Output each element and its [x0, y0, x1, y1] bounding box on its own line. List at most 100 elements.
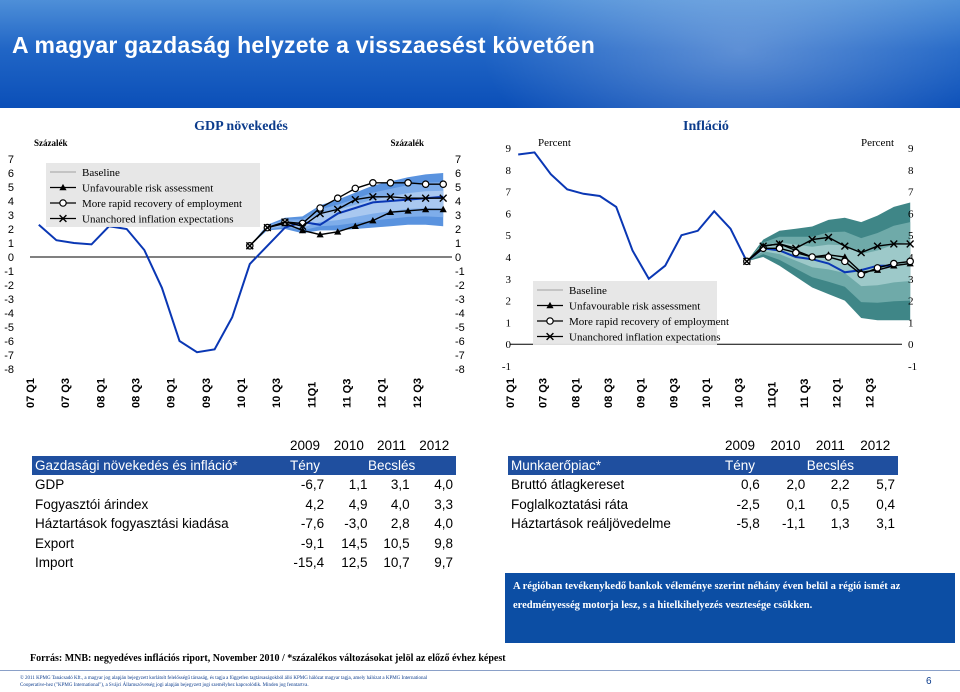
cross-marker	[906, 240, 915, 248]
y-tick-label: 5	[506, 230, 512, 242]
cell: -6,7	[300, 477, 325, 493]
cell: 0,4	[876, 496, 895, 512]
legend-box	[533, 281, 717, 345]
row-label: GDP	[35, 477, 65, 493]
triangle-marker	[59, 183, 67, 191]
table-header-row: Munkaerőpiac* Tény Becslés	[508, 455, 898, 475]
y-unit-left: Percent	[538, 137, 571, 149]
y-tick-label: 5	[908, 230, 914, 242]
circle-marker	[857, 270, 865, 279]
y-tick-label: 3	[455, 210, 461, 222]
y-tick-label: 0	[506, 339, 512, 351]
y-tick-label: 6	[908, 208, 914, 220]
cross-marker	[368, 192, 377, 201]
chart-legend: Baseline Unfavourable risk assessment More…	[46, 163, 260, 227]
legend-label: More rapid recovery of employment	[82, 198, 242, 210]
y-tick-label: -3	[4, 294, 14, 306]
y-tick-label: 8	[908, 165, 914, 177]
y-tick-label: 7	[8, 154, 14, 166]
legend-label: Unanchored inflation expectations	[569, 332, 721, 344]
cell: -2,5	[736, 496, 760, 512]
year-cell: 2011	[815, 438, 845, 454]
cross-marker	[546, 332, 554, 341]
row-label: Import	[35, 555, 74, 571]
cross-marker	[263, 223, 272, 232]
cross-marker	[857, 248, 866, 257]
x-tick-label: 11 Q3	[342, 379, 354, 408]
y-tick-label: -1	[455, 266, 465, 278]
actual-label: Tény	[717, 455, 763, 475]
x-tick-label: 12 Q1	[832, 378, 844, 408]
table-row: Bruttó átlagkereset 0,6 2,0 2,2 5,7	[508, 475, 898, 495]
triangle-marker	[316, 231, 324, 238]
y-tick-label: 6	[455, 168, 461, 180]
y-tick-label: -2	[4, 280, 14, 292]
cell: 4,0	[434, 477, 453, 493]
circle-marker	[841, 257, 849, 266]
y-tick-label: 1	[455, 238, 461, 250]
cross-marker	[298, 222, 307, 231]
x-tick-label: 12 Q1	[377, 378, 389, 408]
cell: 0,5	[830, 496, 850, 512]
x-tick-label: 08 Q1	[95, 378, 107, 408]
y-tick-label: 2	[908, 296, 914, 308]
chart-legend: Baseline Unfavourable risk assessment More…	[533, 281, 729, 345]
y-tick-label: -4	[455, 308, 465, 320]
callout-line-2: eredményesség motorja lesz, s a hitelkih…	[513, 600, 813, 611]
legend-label: More rapid recovery of employment	[569, 316, 729, 328]
triangle-marker	[298, 226, 307, 234]
cross-marker	[742, 257, 751, 266]
circle-marker	[792, 248, 800, 257]
y-tick-label: -5	[4, 322, 14, 334]
cell: 12,5	[341, 555, 368, 571]
cross-marker	[775, 240, 784, 248]
y-tick-label: -3	[455, 294, 465, 306]
y-tick-label: 1	[8, 238, 14, 250]
cell: 9,7	[434, 555, 453, 571]
circle-marker	[316, 204, 324, 212]
cross-marker	[439, 194, 448, 203]
cell: 2,8	[390, 516, 410, 532]
y-tick-label: 8	[506, 165, 512, 177]
y-tick-label: 4	[506, 252, 512, 264]
triangle-marker	[351, 222, 359, 229]
y-tick-label: -7	[4, 350, 14, 362]
cell: 5,7	[876, 477, 895, 493]
cross-marker	[808, 235, 817, 244]
cell: 1,1	[348, 477, 368, 493]
row-label: Bruttó átlagkereset	[511, 477, 625, 493]
cell: -15,4	[293, 555, 325, 571]
circle-marker	[890, 259, 898, 268]
copyright-line-2: Cooperative-hez ("KPMG International"), …	[20, 683, 309, 688]
circle-marker	[421, 180, 430, 189]
x-tick-label: 10 Q3	[734, 378, 746, 408]
cell: -9,1	[300, 535, 325, 551]
cell: 14,5	[341, 535, 368, 551]
x-tick-label: 08 Q1	[570, 378, 582, 408]
x-tick-label: 09 Q3	[201, 378, 213, 408]
y-tick-label: 7	[908, 187, 914, 199]
y-tick-label: 9	[506, 143, 512, 155]
y-tick-label: -1	[908, 361, 917, 373]
y-tick-label: -4	[4, 308, 14, 320]
chart-title: GDP növekedés	[194, 119, 288, 134]
header-banner: A magyar gazdaság helyzete a visszaesést…	[0, 0, 960, 108]
page-number: 6	[926, 676, 932, 687]
y-tick-label: 1	[908, 317, 914, 329]
x-tick-label: 07 Q3	[538, 378, 550, 408]
forecast-label: Becslés	[327, 455, 456, 475]
row-label: Export	[35, 535, 75, 551]
y-tick-label: 3	[506, 274, 512, 286]
table-row: GDP -6,7 1,1 3,1 4,0	[32, 475, 456, 495]
circle-marker	[333, 194, 342, 203]
cell: 3,1	[876, 516, 895, 532]
cross-marker	[873, 242, 882, 250]
y-tick-label: 2	[455, 224, 461, 236]
cross-marker	[351, 195, 360, 204]
circle-marker	[775, 244, 784, 253]
triangle-marker	[369, 217, 377, 224]
header-sheen	[480, 0, 960, 108]
y-unit-right: Százalék	[391, 138, 425, 148]
legend-label: Baseline	[82, 167, 120, 179]
y-tick-label: 6	[8, 168, 14, 180]
